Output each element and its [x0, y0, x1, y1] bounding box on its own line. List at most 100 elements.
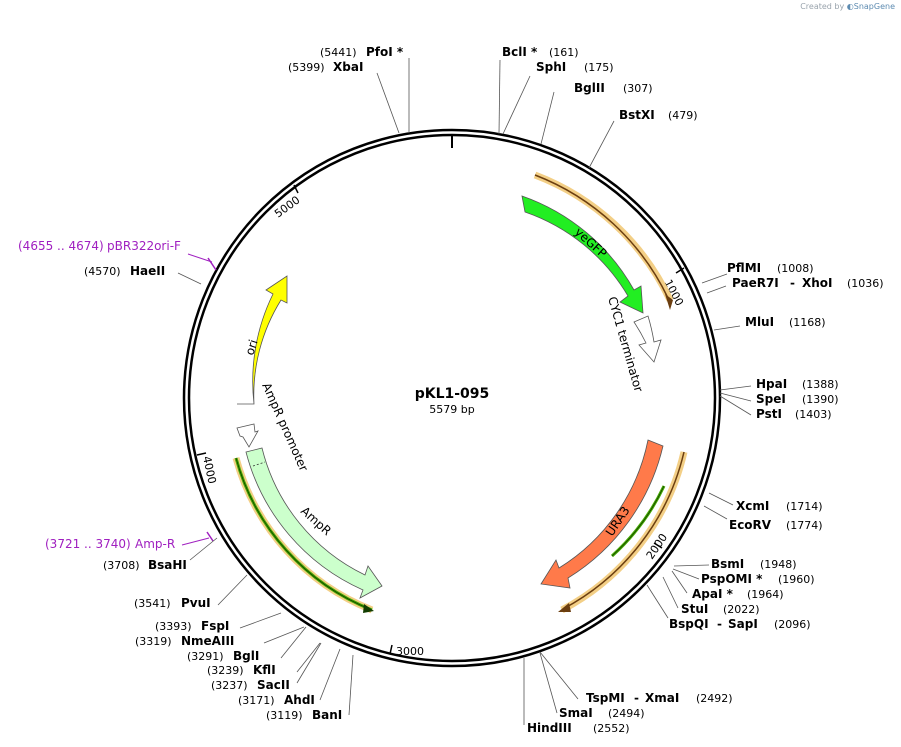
svg-text:(2492): (2492) [696, 692, 733, 705]
tick-3000: 3000 [389, 644, 424, 658]
enzyme-bani[interactable]: (3119) BanI [266, 708, 342, 722]
enzyme-hpai[interactable]: HpaI (1388) [756, 377, 839, 391]
feature-ori[interactable]: ori [237, 275, 288, 405]
svg-text:BglI: BglI [233, 649, 259, 663]
svg-text:SphI: SphI [536, 60, 566, 74]
svg-text:NmeAIII: NmeAIII [181, 634, 234, 648]
svg-text:BstXI: BstXI [619, 108, 655, 122]
svg-text:(3708): (3708) [103, 559, 140, 572]
green-arc-ampr-arrow [363, 604, 374, 613]
svg-text:(307): (307) [623, 82, 653, 95]
svg-text:MluI: MluI [745, 315, 774, 329]
enzyme-fspi[interactable]: (3393) FspI [155, 619, 229, 633]
enzyme-paer7i-xhoi[interactable]: PaeR7I - XhoI (1036) [732, 276, 884, 290]
svg-text:(161): (161) [549, 46, 579, 59]
svg-text:PfoI *: PfoI * [366, 45, 404, 59]
primer-amp-r-name: Amp-R [135, 537, 175, 551]
watermark-brand: SnapGene [853, 2, 895, 11]
enzyme-xbai[interactable]: (5399) XbaI [288, 60, 363, 74]
svg-text:PspOMI *: PspOMI * [701, 572, 763, 586]
feature-ura3[interactable]: URA3 [540, 439, 664, 589]
enzyme-mlui[interactable]: MluI (1168) [745, 315, 826, 329]
enzyme-pspomi[interactable]: PspOMI * (1960) [701, 572, 815, 586]
primer-arc-gfp-arrow [665, 294, 673, 310]
svg-text:BanI: BanI [312, 708, 342, 722]
svg-text:(2022): (2022) [723, 603, 760, 616]
svg-text:BclI *: BclI * [502, 45, 538, 59]
enzyme-bsmi[interactable]: BsmI (1948) [711, 557, 797, 571]
svg-text:SapI: SapI [728, 617, 758, 631]
svg-text:HpaI: HpaI [756, 377, 787, 391]
primer-pbr322ori-f[interactable]: (4655 .. 4674) pBR322ori-F [18, 239, 217, 271]
svg-text:BsmI: BsmI [711, 557, 744, 571]
svg-text:AhdI: AhdI [284, 693, 315, 707]
svg-text:(1774): (1774) [786, 519, 823, 532]
primer-arc-gfp [533, 171, 674, 302]
enzyme-stui[interactable]: StuI (2022) [681, 602, 760, 616]
enzyme-smai[interactable]: SmaI (2494) [559, 706, 645, 720]
enzyme-hindiii[interactable]: HindIII (2552) [527, 721, 630, 735]
svg-text:PvuI: PvuI [181, 596, 211, 610]
enzyme-bgli[interactable]: (3291) BglI [187, 649, 259, 663]
svg-text:5000: 5000 [272, 193, 302, 220]
ampr-promoter-label: AmpR promoter [259, 381, 311, 474]
enzyme-haeii[interactable]: (4570) HaeII [84, 264, 165, 278]
enzyme-bcli[interactable]: BclI * (161) [502, 45, 579, 59]
primer-arc-ura3 [560, 451, 688, 614]
primer-arc-ura3-line [562, 451, 685, 610]
enzyme-spei[interactable]: SpeI (1390) [756, 392, 839, 406]
enzyme-pflmi[interactable]: PflMI (1008) [727, 261, 814, 275]
svg-text:PaeR7I: PaeR7I [732, 276, 779, 290]
svg-text:SpeI: SpeI [756, 392, 786, 406]
enzyme-bspqi-sapi[interactable]: BspQI - SapI (2096) [669, 617, 811, 631]
svg-text:PflMI: PflMI [727, 261, 761, 275]
svg-text:(1388): (1388) [802, 378, 839, 391]
primer-pbr322ori-f-range: (4655 .. 4674) [18, 239, 104, 253]
svg-text:(5399): (5399) [288, 61, 325, 74]
svg-text:(2552): (2552) [593, 722, 630, 735]
svg-text:(479): (479) [668, 109, 698, 122]
enzyme-sphi[interactable]: SphI (175) [536, 60, 614, 74]
svg-text:XhoI: XhoI [802, 276, 833, 290]
svg-text:FspI: FspI [201, 619, 229, 633]
svg-text:BspQI: BspQI [669, 617, 709, 631]
enzyme-pvui[interactable]: (3541) PvuI [134, 596, 211, 610]
svg-text:(5441): (5441) [320, 46, 357, 59]
svg-text:HindIII: HindIII [527, 721, 572, 735]
primer-amp-r-range: (3721 .. 3740) [45, 537, 131, 551]
svg-text:(3319): (3319) [135, 635, 172, 648]
svg-text:KflI: KflI [253, 663, 276, 677]
svg-text:PstI: PstI [756, 407, 782, 421]
svg-text:BsaHI: BsaHI [148, 558, 187, 572]
enzyme-nmeaiii[interactable]: (3319) NmeAIII [135, 634, 234, 648]
svg-text:(1008): (1008) [777, 262, 814, 275]
enzyme-ecorv[interactable]: EcoRV (1774) [729, 518, 823, 532]
svg-text:SmaI: SmaI [559, 706, 593, 720]
svg-text:(3237): (3237) [211, 679, 248, 692]
plasmid-name: pKL1-095 [415, 386, 490, 402]
svg-text:EcoRV: EcoRV [729, 518, 772, 532]
enzyme-psti[interactable]: PstI (1403) [756, 407, 832, 421]
enzyme-pfoi[interactable]: (5441) PfoI * [320, 45, 404, 59]
svg-text:(3541): (3541) [134, 597, 171, 610]
enzyme-tspmi-xmai[interactable]: TspMI - XmaI (2492) [586, 691, 733, 705]
enzyme-ahdi[interactable]: (3171) AhdI [238, 693, 315, 707]
feature-yegfp[interactable]: yeGFP [521, 195, 644, 314]
svg-text:XcmI: XcmI [736, 499, 769, 513]
primer-amp-r[interactable]: (3721 .. 3740) Amp-R [45, 531, 214, 551]
svg-text:HaeII: HaeII [130, 264, 165, 278]
svg-text:(1964): (1964) [747, 588, 784, 601]
enzyme-apai[interactable]: ApaI * (1964) [692, 587, 784, 601]
enzyme-xcmi[interactable]: XcmI (1714) [736, 499, 823, 513]
enzyme-sacii[interactable]: (3237) SacII [211, 678, 290, 692]
enzyme-kfli[interactable]: (3239) KflI [207, 663, 276, 677]
enzyme-bsahi[interactable]: (3708) BsaHI [103, 558, 187, 572]
yegfp-label: yeGFP [572, 225, 610, 261]
enzyme-bstxi[interactable]: BstXI (479) [619, 108, 698, 122]
feature-cyc1-terminator[interactable]: CYC1 terminator [605, 295, 662, 394]
enzyme-bglii[interactable]: BglII (307) [574, 81, 653, 95]
snapgene-logo-icon: ◐ [846, 2, 854, 11]
svg-text:(1948): (1948) [760, 558, 797, 571]
green-arc-ura3-inner [611, 485, 665, 557]
cyc1-arrow [633, 315, 662, 363]
